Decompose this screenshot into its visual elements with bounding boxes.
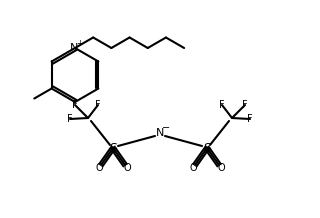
Text: F: F [219,100,225,110]
Text: O: O [189,163,197,173]
Text: F: F [242,100,248,110]
Text: F: F [67,114,73,124]
Text: S: S [203,141,211,155]
Text: O: O [95,163,103,173]
Text: S: S [109,141,117,155]
Text: O: O [123,163,131,173]
Text: O: O [217,163,225,173]
Text: F: F [95,100,101,110]
Text: +: + [76,39,84,48]
Text: N: N [70,43,78,53]
Text: F: F [72,100,78,110]
Text: −: − [162,123,170,133]
Text: F: F [247,114,253,124]
Text: N: N [156,128,164,138]
